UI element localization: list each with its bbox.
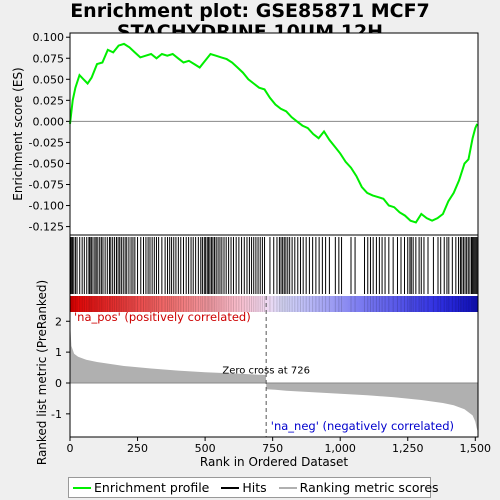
xtick-label: 750 [262, 442, 283, 455]
pos-correlated-label: 'na_pos' (positively correlated) [74, 310, 251, 324]
es-ytick-label: 0.000 [33, 115, 65, 128]
rank-ytick-label: -1 [51, 408, 62, 421]
legend-label-enrichment: Enrichment profile [94, 480, 210, 495]
es-ytick-label: -0.125 [29, 221, 64, 234]
rank-ytick-label: 1 [55, 346, 62, 359]
es-ytick-label: -0.075 [29, 179, 64, 192]
legend-item-ranking: Ranking metric scores [278, 480, 439, 495]
es-ytick-label: 0.100 [33, 31, 65, 44]
es-ytick-label: 0.025 [33, 94, 65, 107]
legend-label-ranking: Ranking metric scores [299, 480, 439, 495]
xtick-label: 1,000 [324, 442, 356, 455]
rank-ytick-label: 2 [55, 315, 62, 328]
xlabel: Rank in Ordered Dataset [200, 455, 348, 469]
rank-ylabel: Ranked list metric (PreRanked) [35, 280, 49, 465]
legend-item-enrichment: Enrichment profile [73, 480, 209, 495]
es-ytick-label: 0.075 [33, 52, 65, 65]
gray-line-icon [278, 486, 297, 489]
legend-label-hits: Hits [242, 480, 267, 495]
xtick-label: 500 [195, 442, 216, 455]
green-line-icon [73, 486, 91, 489]
xtick-label: 0 [67, 442, 74, 455]
es-ytick-label: -0.050 [29, 157, 64, 170]
chart-title-line1: Enrichment plot: GSE85871 MCF7 [70, 0, 430, 22]
neg-correlated-label: 'na_neg' (negatively correlated) [271, 419, 454, 433]
es-ytick-label: 0.050 [33, 73, 65, 86]
black-line-icon [221, 486, 240, 489]
zero-cross-label: Zero cross at 726 [222, 366, 310, 377]
plot-frame [69, 32, 479, 438]
rank-color-bar [70, 296, 478, 312]
enrichment-profile-line [69, 42, 479, 224]
es-ytick-label: -0.100 [29, 200, 64, 213]
xtick-label: 1,250 [392, 442, 424, 455]
es-ylabel: Enrichment score (ES) [11, 67, 25, 200]
es-ytick-label: -0.025 [29, 136, 64, 149]
hits-group [70, 237, 478, 294]
rank-ytick-label: 0 [55, 377, 62, 390]
legend: Enrichment profile Hits Ranking metric s… [68, 477, 439, 498]
xtick-label: 250 [127, 442, 148, 455]
xtick-label: 1,500 [460, 442, 492, 455]
ranking-metric-area [70, 321, 478, 433]
legend-item-hits: Hits [221, 480, 267, 495]
